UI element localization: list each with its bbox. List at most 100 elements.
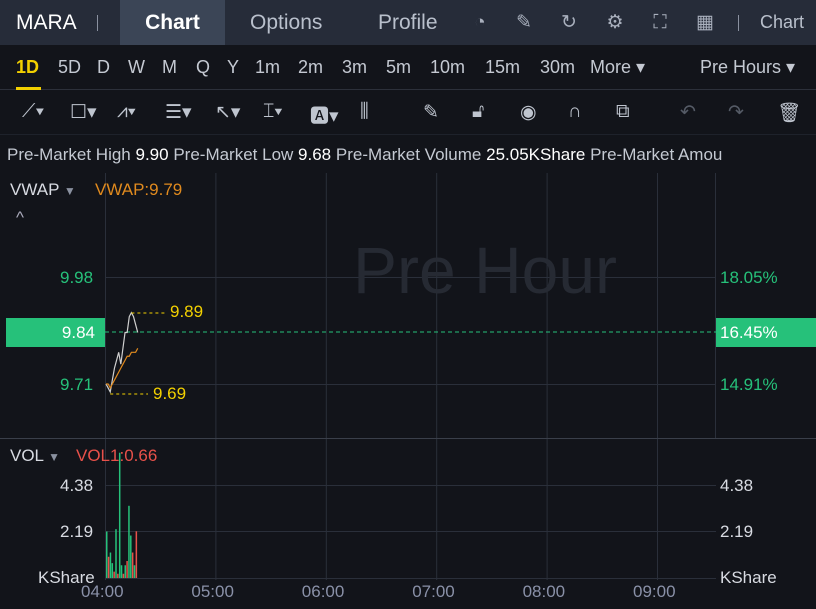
current-pct-badge: 16.45% [716,318,816,347]
low-label: Pre-Market Low [173,145,294,164]
volume-bar [106,531,108,578]
divider [97,14,98,31]
gear-icon[interactable]: ⚙ [606,12,624,33]
high-value: 9.90 [135,145,169,164]
pct-tick: 18.05% [720,268,778,287]
period-15m[interactable]: 15m [485,57,521,77]
trash-icon[interactable]: 🗑︎ [777,103,802,124]
low-marker: 9.69 [153,384,187,403]
volume-bar [113,571,115,578]
fullscreen-icon[interactable]: ⛶ [653,12,667,33]
drawing-toolbar: ⟋▾ ☐▾ ⩘▾ ☰▾ ↖▾ ⌶▾ 🅰▾ ⫼ ✎ 🔓︎ ◉ ∩ ⧉ ↶ ↷ 🗑︎ [0,91,816,135]
period-1d[interactable]: 1D [16,57,40,77]
divider [738,14,739,31]
magnet-icon[interactable]: ∩ [568,101,582,122]
period-2m[interactable]: 2m [298,57,324,77]
volume-bar [117,573,119,578]
candle-tool-icon[interactable]: ⫼ [360,101,369,122]
text-tool-icon[interactable]: 🅰▾ [310,106,339,127]
volume-bar [111,563,114,578]
vol-tick-right: 2.19 [720,522,754,541]
layers-icon[interactable]: ⧉ [616,101,630,122]
volume-bar [115,529,117,578]
redo-icon[interactable]: ↷ [728,102,744,123]
period-bar: Pre Hours ▾ 1D 5D D W M Q Y 1m 2m 3m 5m 10m 15m 30m Mo… [0,45,816,90]
volume-label: Pre-Market Volume [335,145,482,164]
current-price-badge: 9.84 [6,318,105,347]
gauge-icon[interactable]: ◔ [474,12,486,33]
vol-value: VOL1:0.66 [76,446,158,465]
x-tick: 07:00 [412,582,455,601]
vwap-line [106,348,139,390]
volume-bar [109,552,112,578]
session-dropdown[interactable]: Pre Hours ▾ [700,57,796,77]
chart-settings-label[interactable]: Chart [760,12,805,32]
volume-bar [124,565,126,578]
current-pct: 16.45% [720,323,778,342]
vol-tick-right: 4.38 [720,476,754,495]
eye-icon[interactable]: ◉ [520,102,537,123]
volume-bar [107,556,110,578]
x-tick: 08:00 [522,582,566,601]
fibonacci-tool-icon[interactable]: ☰▾ [165,102,192,123]
vol-dropdown[interactable]: VOL ▼ [10,446,61,465]
period-w[interactable]: W [128,57,145,77]
pencil-icon[interactable]: ✎ [423,102,439,123]
volume-bar [126,561,128,578]
period-q[interactable]: Q [196,57,211,77]
vol-tick: 2.19 [60,522,94,541]
y-tick: 9.71 [60,375,94,394]
vol-unit-right: KShare [720,568,777,587]
period-5m[interactable]: 5m [386,57,412,77]
period-m[interactable]: M [162,57,177,77]
collapse-icon[interactable]: ^ [16,208,24,227]
volume-bar [131,552,134,578]
period-5d[interactable]: 5D [58,57,82,77]
rectangle-tool-icon[interactable]: ☐▾ [70,102,97,123]
volume-bar [130,535,132,578]
vwap-value: VWAP:9.79 [95,180,183,199]
volume-value: 25.05KShare [486,145,586,164]
period-1m[interactable]: 1m [255,57,281,77]
grid-icon[interactable]: ▦ [696,12,714,33]
active-period-underline [16,87,41,90]
vol-unit: KShare [38,568,95,587]
low-value: 9.68 [298,145,332,164]
x-tick: 04:00 [81,582,124,601]
x-tick: 06:00 [301,582,345,601]
tab-chart[interactable]: Chart [120,0,225,45]
header: MARA Chart Options Profile ◔ ✎ ↻ ⚙ ⛶ ▦ C… [0,0,816,45]
x-tick: 09:00 [633,582,676,601]
volume-bar [118,452,121,578]
period-3m[interactable]: 3m [342,57,368,77]
current-price: 9.84 [61,323,95,342]
pct-tick: 14.91% [720,375,778,394]
pattern-tool-icon[interactable]: ⩘▾ [117,101,136,122]
period-30m[interactable]: 30m [540,57,576,77]
vwap-dropdown[interactable]: VWAP ▼ [10,180,76,199]
line-tool-icon[interactable]: ⟋▾ [22,101,45,122]
volume-bar [128,505,130,578]
period-10m[interactable]: 10m [430,57,466,77]
x-tick: 05:00 [191,582,234,601]
period-d[interactable]: D [97,57,110,77]
edit-icon[interactable]: ✎ [516,12,532,33]
high-label: Pre-Market High [7,145,131,164]
volume-bar [135,531,138,578]
session-label: Pre Hours [700,57,782,77]
measure-tool-icon[interactable]: ⌶▾ [263,101,283,122]
refresh-icon[interactable]: ↻ [561,12,577,33]
undo-icon[interactable]: ↶ [680,102,696,123]
indicator-name: VWAP [10,180,60,199]
tab-options[interactable]: Options [250,11,323,34]
y-tick: 9.98 [60,268,94,287]
lock-icon[interactable]: 🔓︎ [472,101,485,122]
volume-bar [120,565,123,578]
period-more[interactable]: More ▾ [590,57,646,77]
arrow-tool-icon[interactable]: ↖▾ [215,102,241,123]
volume-bar [122,573,125,578]
vol-indicator-name: VOL [10,446,44,465]
period-y[interactable]: Y [227,57,240,77]
tab-profile[interactable]: Profile [378,11,438,34]
